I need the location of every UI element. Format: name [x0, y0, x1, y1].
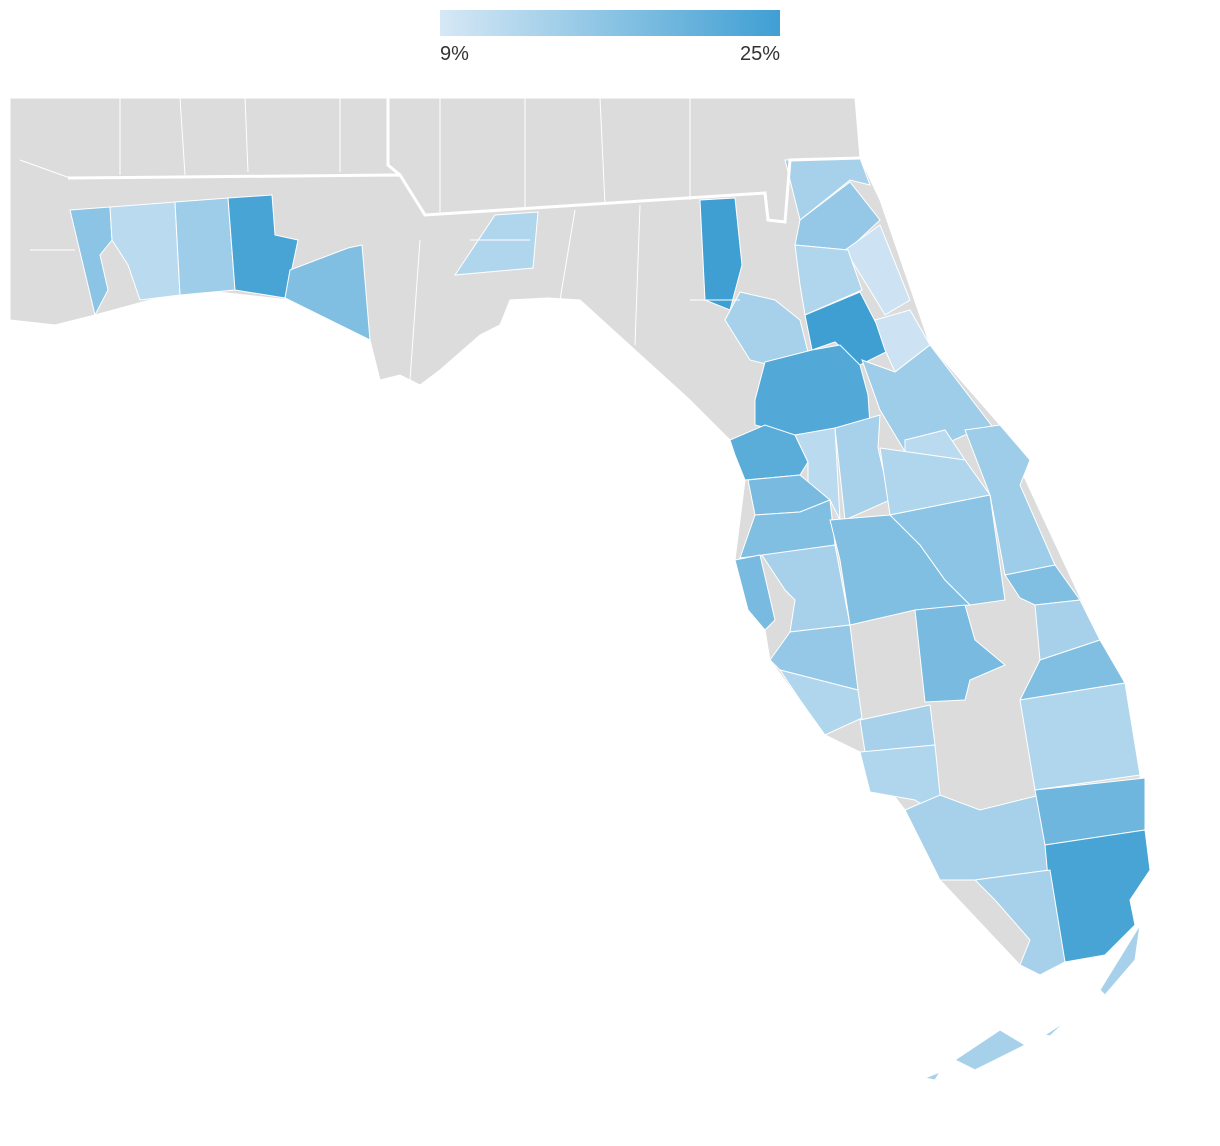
- legend-label: 9%: [440, 43, 469, 65]
- legend-gradient: [440, 10, 780, 36]
- county: [888, 494, 1006, 606]
- county-lines: [19, 97, 740, 381]
- county: [1019, 682, 1141, 791]
- county: [699, 197, 743, 311]
- county: [729, 424, 809, 481]
- county: [174, 197, 236, 296]
- county: [769, 624, 859, 691]
- county: [844, 224, 911, 316]
- county: [914, 604, 1006, 703]
- county: [284, 244, 371, 341]
- county: [964, 424, 1056, 576]
- county: [724, 291, 811, 366]
- county: [454, 211, 539, 276]
- county: [734, 554, 776, 631]
- legend-label: 25%: [740, 43, 780, 65]
- county: [973, 869, 1066, 976]
- county: [754, 344, 871, 436]
- county: [923, 924, 1141, 1081]
- state-border: [67, 98, 861, 224]
- county: [794, 181, 881, 251]
- county: [227, 194, 299, 299]
- county: [794, 244, 863, 316]
- county: [778, 669, 863, 736]
